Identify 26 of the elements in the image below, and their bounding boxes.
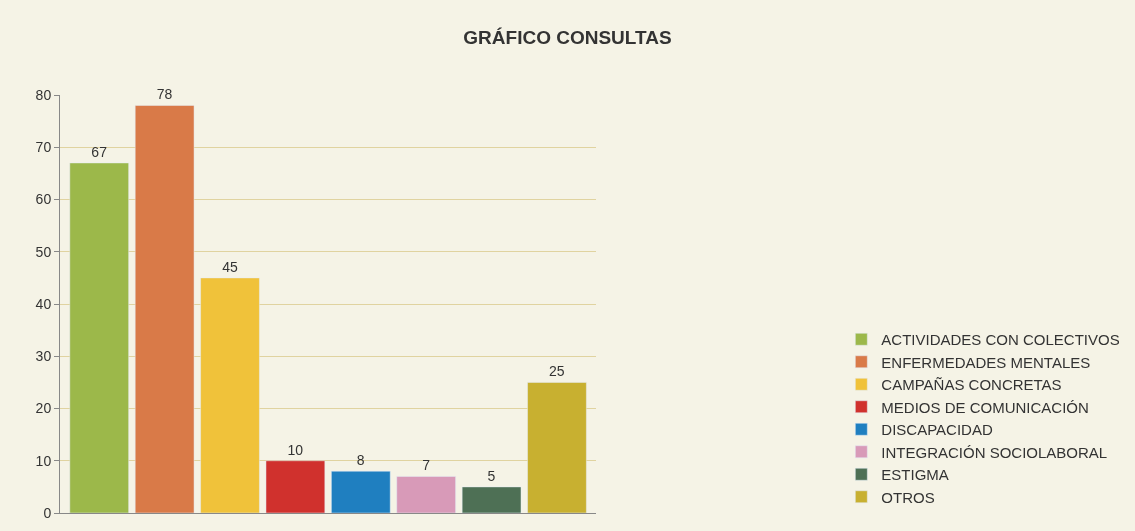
data-label: 78	[156, 86, 173, 103]
legend-label: ENFERMEDADES MENTALES	[881, 353, 1091, 371]
legend-label: DISCAPACIDAD	[881, 421, 993, 439]
data-label: 67	[91, 143, 108, 160]
y-tick-label: 10	[35, 452, 52, 469]
chart-title: GRÁFICO CONSULTAS	[463, 26, 672, 48]
y-tick-label: 80	[35, 86, 52, 103]
legend-label: MEDIOS DE COMUNICACIÓN	[881, 398, 1089, 416]
y-tick-label: 60	[35, 191, 52, 208]
data-label: 45	[222, 258, 238, 275]
data-label: 5	[487, 467, 496, 484]
y-tick-label: 20	[35, 400, 52, 417]
data-label: 8	[356, 452, 365, 469]
legend-label: ACTIVIDADES CON COLECTIVOS	[881, 331, 1120, 349]
y-tick-label: 0	[43, 504, 52, 521]
y-tick-label: 70	[35, 139, 52, 156]
data-label: 7	[422, 457, 431, 474]
legend-label: ESTIGMA	[881, 466, 949, 484]
data-label: 25	[549, 363, 565, 380]
legend-label: INTEGRACIÓN SOCIOLABORAL	[881, 443, 1108, 461]
legend-label: OTROS	[881, 488, 935, 506]
y-tick-label: 40	[35, 295, 52, 312]
data-label: 10	[287, 441, 304, 458]
legend-label: CAMPAÑAS CONCRETAS	[881, 376, 1062, 394]
y-tick-label: 50	[35, 243, 52, 260]
y-tick-label: 30	[35, 348, 52, 365]
